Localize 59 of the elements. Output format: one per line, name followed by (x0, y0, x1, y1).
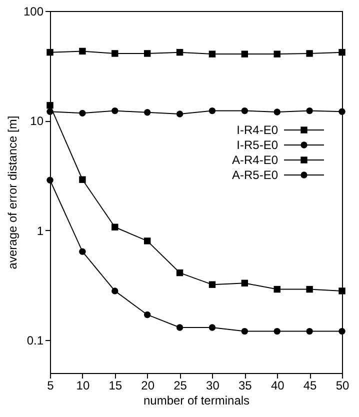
point (241, 50, 248, 58)
legend-label: A-R5-E0 (232, 168, 278, 182)
legend-label: A-R4-E0 (232, 153, 278, 167)
point (112, 50, 118, 57)
legend-label: I-R5-E0 (236, 138, 278, 152)
point (306, 107, 313, 114)
point (144, 50, 151, 57)
point (176, 110, 184, 118)
x-tick-label: 40 (270, 378, 285, 392)
y-tick-label: 0.1 (26, 333, 44, 348)
x-tick-label: 10 (76, 378, 90, 392)
point (274, 328, 280, 335)
point (144, 109, 151, 116)
point (208, 324, 216, 331)
y-tick-label: 10 (30, 114, 44, 128)
point (306, 328, 313, 335)
point (79, 48, 86, 55)
point (46, 48, 54, 56)
point (79, 176, 86, 183)
x-tick-label: 20 (141, 378, 155, 392)
point (274, 108, 280, 116)
x-tick-label: 25 (174, 378, 188, 392)
x-tick-label: 45 (303, 378, 318, 392)
point (144, 311, 151, 318)
point (79, 110, 86, 117)
point (112, 224, 118, 230)
point (176, 48, 184, 56)
point (338, 108, 346, 115)
point (274, 286, 280, 293)
x-axis-title: number of terminals (143, 394, 250, 408)
y-tick-label: 100 (23, 4, 44, 18)
x-tick-label: 5 (47, 378, 54, 392)
x-tick-label: 30 (206, 378, 220, 392)
point (144, 238, 151, 244)
point (241, 107, 248, 114)
point (176, 269, 184, 276)
x-tick-label: 15 (108, 378, 122, 392)
point (306, 50, 313, 57)
x-tick-label: 50 (336, 378, 350, 392)
point (306, 286, 313, 293)
point (208, 281, 216, 288)
point (112, 288, 118, 294)
point (241, 280, 248, 286)
legend-label: I-R4-E0 (236, 123, 278, 137)
y-tick-label: 1 (36, 224, 44, 238)
point (79, 248, 86, 255)
y-axis-title: average of error distance [m] (5, 116, 20, 270)
point (338, 48, 346, 56)
point (338, 288, 346, 294)
point (176, 324, 184, 331)
point (112, 107, 118, 114)
point (208, 107, 216, 114)
x-tick-label: 35 (238, 378, 252, 392)
point (338, 328, 346, 335)
point (46, 102, 54, 109)
point (46, 176, 54, 184)
point (208, 50, 216, 58)
point (241, 328, 248, 335)
point (274, 50, 280, 58)
